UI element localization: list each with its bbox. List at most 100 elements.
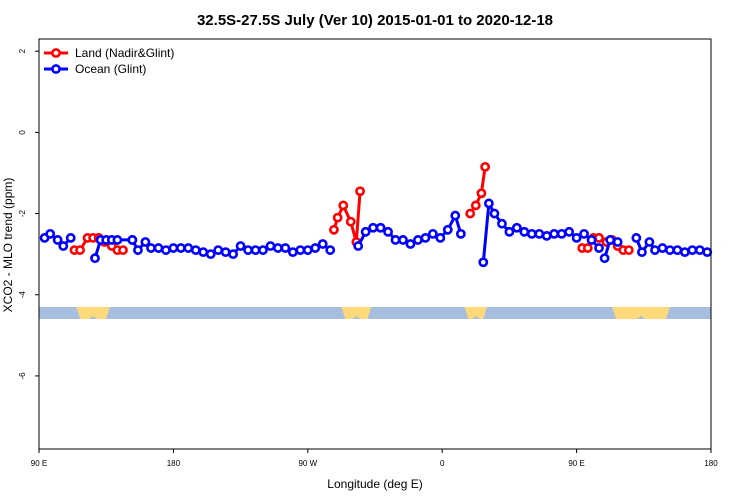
y-tick-label: 2 <box>18 48 27 53</box>
data-point <box>332 212 343 223</box>
plot-frame <box>38 38 712 450</box>
data-point <box>427 228 438 239</box>
data-point <box>637 247 647 258</box>
data-point <box>295 245 306 255</box>
series-1 <box>39 198 713 268</box>
chart-title: 32.5S-27.5S July (Ver 10) 2015-01-01 to … <box>197 12 553 29</box>
data-point <box>90 253 100 264</box>
data-point <box>258 245 268 255</box>
y-tick-label: 0 <box>18 130 27 135</box>
data-point <box>582 243 593 253</box>
data-point <box>310 243 321 253</box>
data-point <box>287 247 298 258</box>
y-tick-label: -4 <box>18 291 27 299</box>
data-point <box>250 245 261 255</box>
data-point <box>127 235 138 245</box>
data-point <box>483 198 494 209</box>
data-point <box>75 245 85 255</box>
data-point <box>579 228 589 239</box>
data-point <box>228 249 239 260</box>
legend-marker <box>51 64 61 74</box>
data-point <box>442 224 453 235</box>
data-point <box>317 239 328 249</box>
data-point <box>175 243 186 253</box>
land-band <box>76 307 110 320</box>
data-point <box>205 249 216 260</box>
data-point <box>405 239 416 249</box>
data-point <box>58 241 69 251</box>
data-point <box>480 161 491 172</box>
data-point <box>265 241 276 251</box>
data-point <box>118 245 128 255</box>
legend-marker <box>51 48 61 58</box>
legend-label: Land (Nadir&Glint) <box>75 46 174 60</box>
land-band <box>341 307 372 320</box>
data-point <box>679 247 690 258</box>
data-point <box>353 241 364 251</box>
data-point <box>650 245 660 255</box>
data-point <box>153 243 164 253</box>
data-point <box>644 237 655 247</box>
data-point <box>599 253 610 264</box>
data-point <box>280 243 291 253</box>
data-point <box>435 233 446 243</box>
axes: 90 E 180 90 W 0 90 E 180 2 0 -2 -4 -6 <box>18 48 718 468</box>
data-point <box>45 228 56 239</box>
data-point <box>420 233 431 243</box>
series-line <box>468 166 487 215</box>
data-point <box>398 235 408 245</box>
legend: Land (Nadir&Glint) Ocean (Glint) <box>44 46 174 76</box>
x-tick-label: 90 E <box>31 459 47 468</box>
x-tick-label: 90 W <box>298 459 317 468</box>
data-point <box>564 226 575 237</box>
data-point <box>183 243 194 253</box>
data-point <box>302 245 313 255</box>
x-tick-label: 90 E <box>568 459 584 468</box>
data-point <box>694 245 705 255</box>
data-point <box>112 235 123 245</box>
data-point <box>273 243 283 253</box>
data-point <box>586 235 597 245</box>
data-point <box>497 218 507 229</box>
data-point <box>478 257 489 268</box>
data-point <box>541 230 552 241</box>
data-point <box>52 235 63 245</box>
data-point <box>504 226 515 237</box>
x-tick-label: 180 <box>704 459 718 468</box>
data-point <box>549 228 560 239</box>
data-point <box>390 235 401 245</box>
data-point <box>198 247 209 258</box>
data-point <box>375 222 386 233</box>
data-point <box>368 222 379 233</box>
data-point <box>190 245 201 255</box>
data-point <box>345 216 356 227</box>
data-point <box>161 245 171 255</box>
x-tick-label: 180 <box>167 459 181 468</box>
x-axis-label: Longitude (deg E) <box>327 477 422 491</box>
data-point <box>140 237 151 247</box>
data-point <box>519 226 530 237</box>
y-axis-label: XCO2 - MLO trend (ppm) <box>1 178 15 313</box>
data-point <box>65 233 76 243</box>
x-tick-label: 0 <box>440 459 445 468</box>
data-point <box>489 208 500 219</box>
data-point <box>360 226 371 237</box>
data-point <box>470 200 481 211</box>
data-point <box>605 235 616 245</box>
data-point <box>168 243 179 253</box>
data-point <box>631 233 642 243</box>
data-point <box>672 245 683 255</box>
land-band <box>464 307 487 320</box>
y-tick-label: -2 <box>18 209 27 217</box>
data-point <box>455 228 466 239</box>
land-ocean-mask <box>39 307 711 320</box>
data-point <box>571 233 582 243</box>
legend-label: Ocean (Glint) <box>75 62 146 76</box>
data-point <box>220 247 231 258</box>
data-point <box>657 243 668 253</box>
data-point <box>534 228 545 239</box>
data-point <box>465 208 476 219</box>
data-point <box>665 245 675 255</box>
data-point <box>612 237 623 247</box>
